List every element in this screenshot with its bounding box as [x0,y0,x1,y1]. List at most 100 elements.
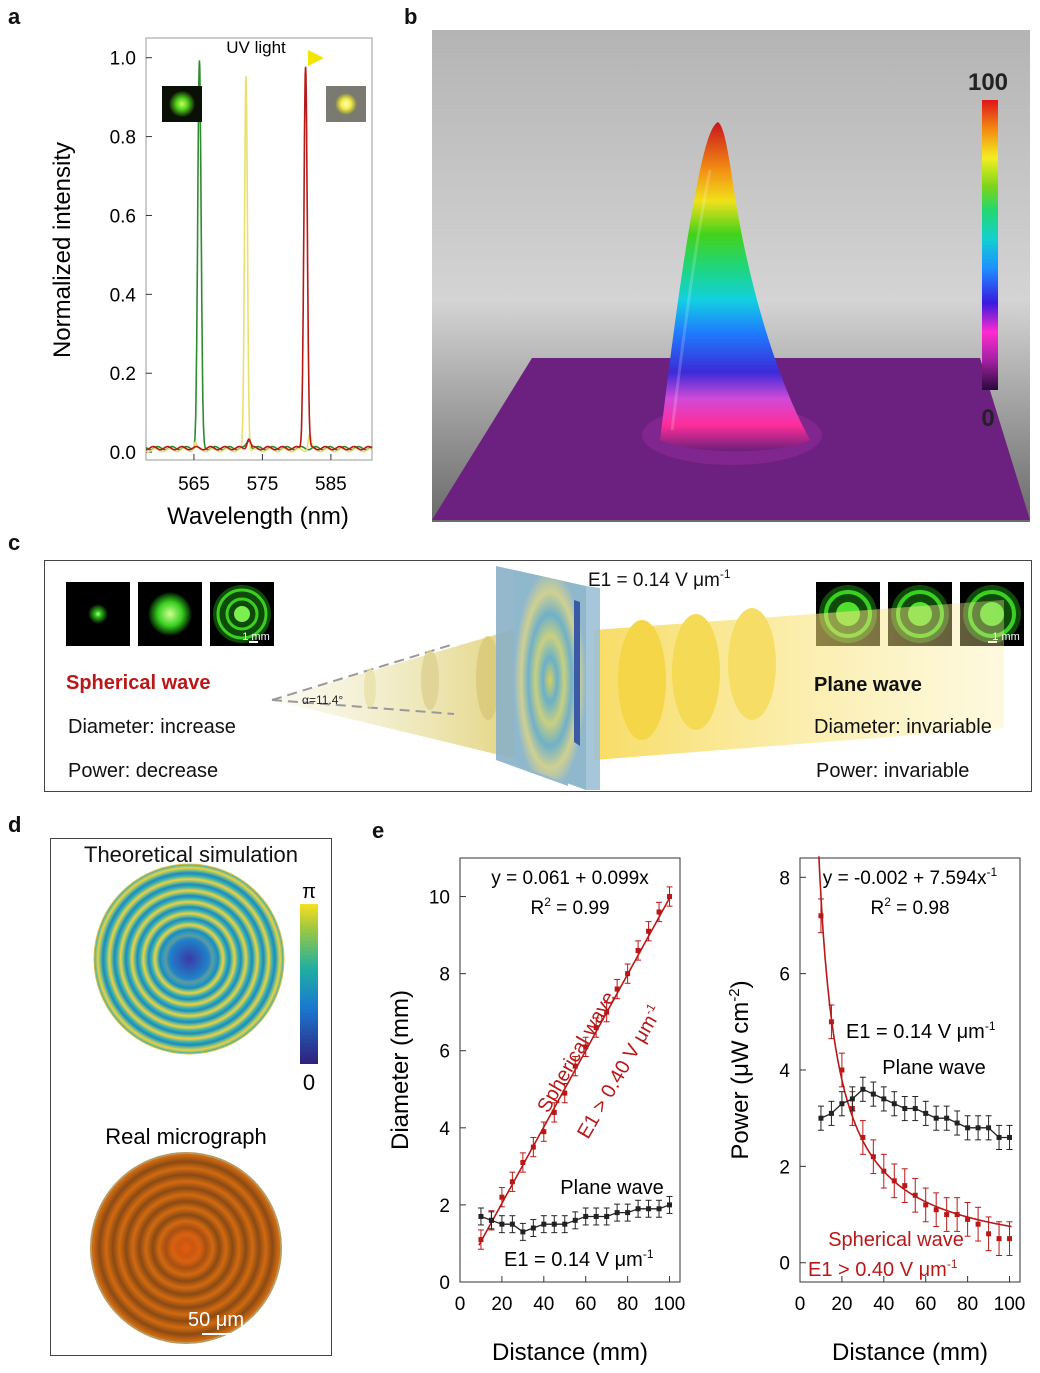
spectrum-ytick-label: 0.2 [110,364,136,385]
wavefront-3 [476,636,500,720]
plane-wavefront-1 [618,620,666,740]
uv-arrow-head [308,50,324,66]
diameter-plane-field: E1 = 0.14 V μm-1 [504,1247,654,1271]
ytick-label: 4 [779,1061,790,1082]
data-point [551,1109,557,1115]
diameter-r2: R2 = 0.99 [530,895,609,919]
micrograph-center [156,1218,216,1278]
ytick-label: 0 [779,1254,790,1275]
diameter-ylabel: Diameter (mm) [387,990,414,1150]
spherical-spot-2-dot [148,592,192,636]
power-ylabel: Power (μW cm-2) [726,980,754,1159]
data-point [954,1212,960,1218]
micrograph-title: Real micrograph [105,1124,266,1149]
xtick-label: 20 [831,1294,852,1315]
ytick-label: 0 [439,1273,450,1294]
series-connector [820,1088,1010,1139]
data-point [965,1216,971,1222]
panel-label-e: e [372,818,385,843]
yellow-emission-dot [335,93,357,115]
plate-edge [586,586,600,790]
spectrum-chart: 0.0 0.2 0.4 0.6 0.8 1.0 565 575 585 UV light Wa… [49,37,373,530]
ytick-label: 2 [779,1157,790,1178]
data-point [667,894,673,900]
diameter-plane-annotation: Plane wave [560,1177,663,1199]
xtick-label: 0 [455,1294,466,1315]
diameter-fit-equation: y = 0.061 + 0.099x [491,868,649,889]
intensity-peak [660,122,810,452]
data-point [975,1221,981,1227]
data-point [818,1115,824,1121]
ytick-label: 6 [439,1042,450,1063]
xtick-label: 0 [795,1294,806,1315]
power-r2: R2 = 0.98 [870,895,949,919]
xtick-label: 60 [575,1294,596,1315]
phase-colorbar-top: π [302,881,316,903]
phase-colorbar [300,904,318,1064]
data-point [891,1178,897,1184]
panel-label-b: b [404,4,418,29]
cone-edge-bottom [271,699,455,715]
data-point [860,1134,866,1140]
ytick-label: 2 [439,1196,450,1217]
peak-highlight [670,169,712,431]
spectrum-ytick-label: 0.4 [110,285,137,306]
spectrum-series-line [145,75,373,453]
panel-label-c: c [8,530,21,555]
data-point [912,1192,918,1198]
colorbar-min-label: 0 [981,405,994,432]
data-point [614,986,620,992]
power-spherical-annotation: Spherical wave [828,1229,964,1251]
ytick-label: 8 [439,965,450,986]
data-point [646,928,652,934]
green-emission-dot [169,91,195,117]
ytick-label: 4 [439,1119,450,1140]
spherical-diameter-text: Diameter: increase [68,716,236,738]
data-point [562,1090,568,1096]
xtick-label: 40 [873,1294,894,1315]
xtick-label: 60 [915,1294,936,1315]
intensity-3d-plot: 100 0 [432,30,1030,522]
grating-plate [514,570,586,790]
diameter-chart-frame [459,857,681,1283]
data-point [541,1129,547,1135]
power-spherical-field: E1 > 0.40 V μm-1 [808,1257,958,1281]
data-point [881,1168,887,1174]
xtick-label: 80 [617,1294,638,1315]
spectrum-ytick-label: 0.6 [110,206,136,227]
spherical-spot-1-dot [88,604,108,624]
spectrum-xlabel: Wavelength (nm) [167,503,349,530]
data-point [933,1207,939,1213]
data-point [828,1019,834,1025]
diameter-xlabel: Distance (mm) [492,1339,648,1366]
cone-angle-label: α=11.4° [302,693,343,707]
data-point [996,1236,1002,1242]
simulation-figure: π 0 Real micrograph 50 μm [90,863,318,1344]
spectrum-frame [145,37,373,461]
intensity-colorbar [982,100,998,390]
ytick-label: 6 [779,965,790,986]
plane-wave-title: Plane wave [814,674,922,696]
spherical-spot-3-ring [216,588,268,640]
data-point [839,1067,845,1073]
simulation-box [50,838,332,1356]
xtick-label: 20 [491,1294,512,1315]
data-point [604,1009,610,1015]
data-point [986,1231,992,1237]
phase-colorbar-bottom: 0 [303,1070,315,1095]
data-point [572,1063,578,1069]
data-point [478,1237,484,1243]
wave-illustration: 1 mm 1 mm α=11.4° E1 = 0.14 V μm-1 [66,566,1024,790]
spectrum-xtick-label: 565 [178,474,210,495]
panel-label-d: d [8,812,22,837]
spectrum-xtick-label: 575 [247,474,279,495]
xtick-label: 100 [654,1294,686,1315]
data-point [818,913,824,919]
data-point [923,1202,929,1208]
data-point [509,1179,515,1185]
field-strength-label: E1 = 0.14 V μm-1 [588,567,731,591]
plane-diameter-text: Diameter: invariable [814,716,992,738]
spherical-spot-3-ring2 [225,597,259,631]
spherical-spot-3-core [234,606,250,622]
